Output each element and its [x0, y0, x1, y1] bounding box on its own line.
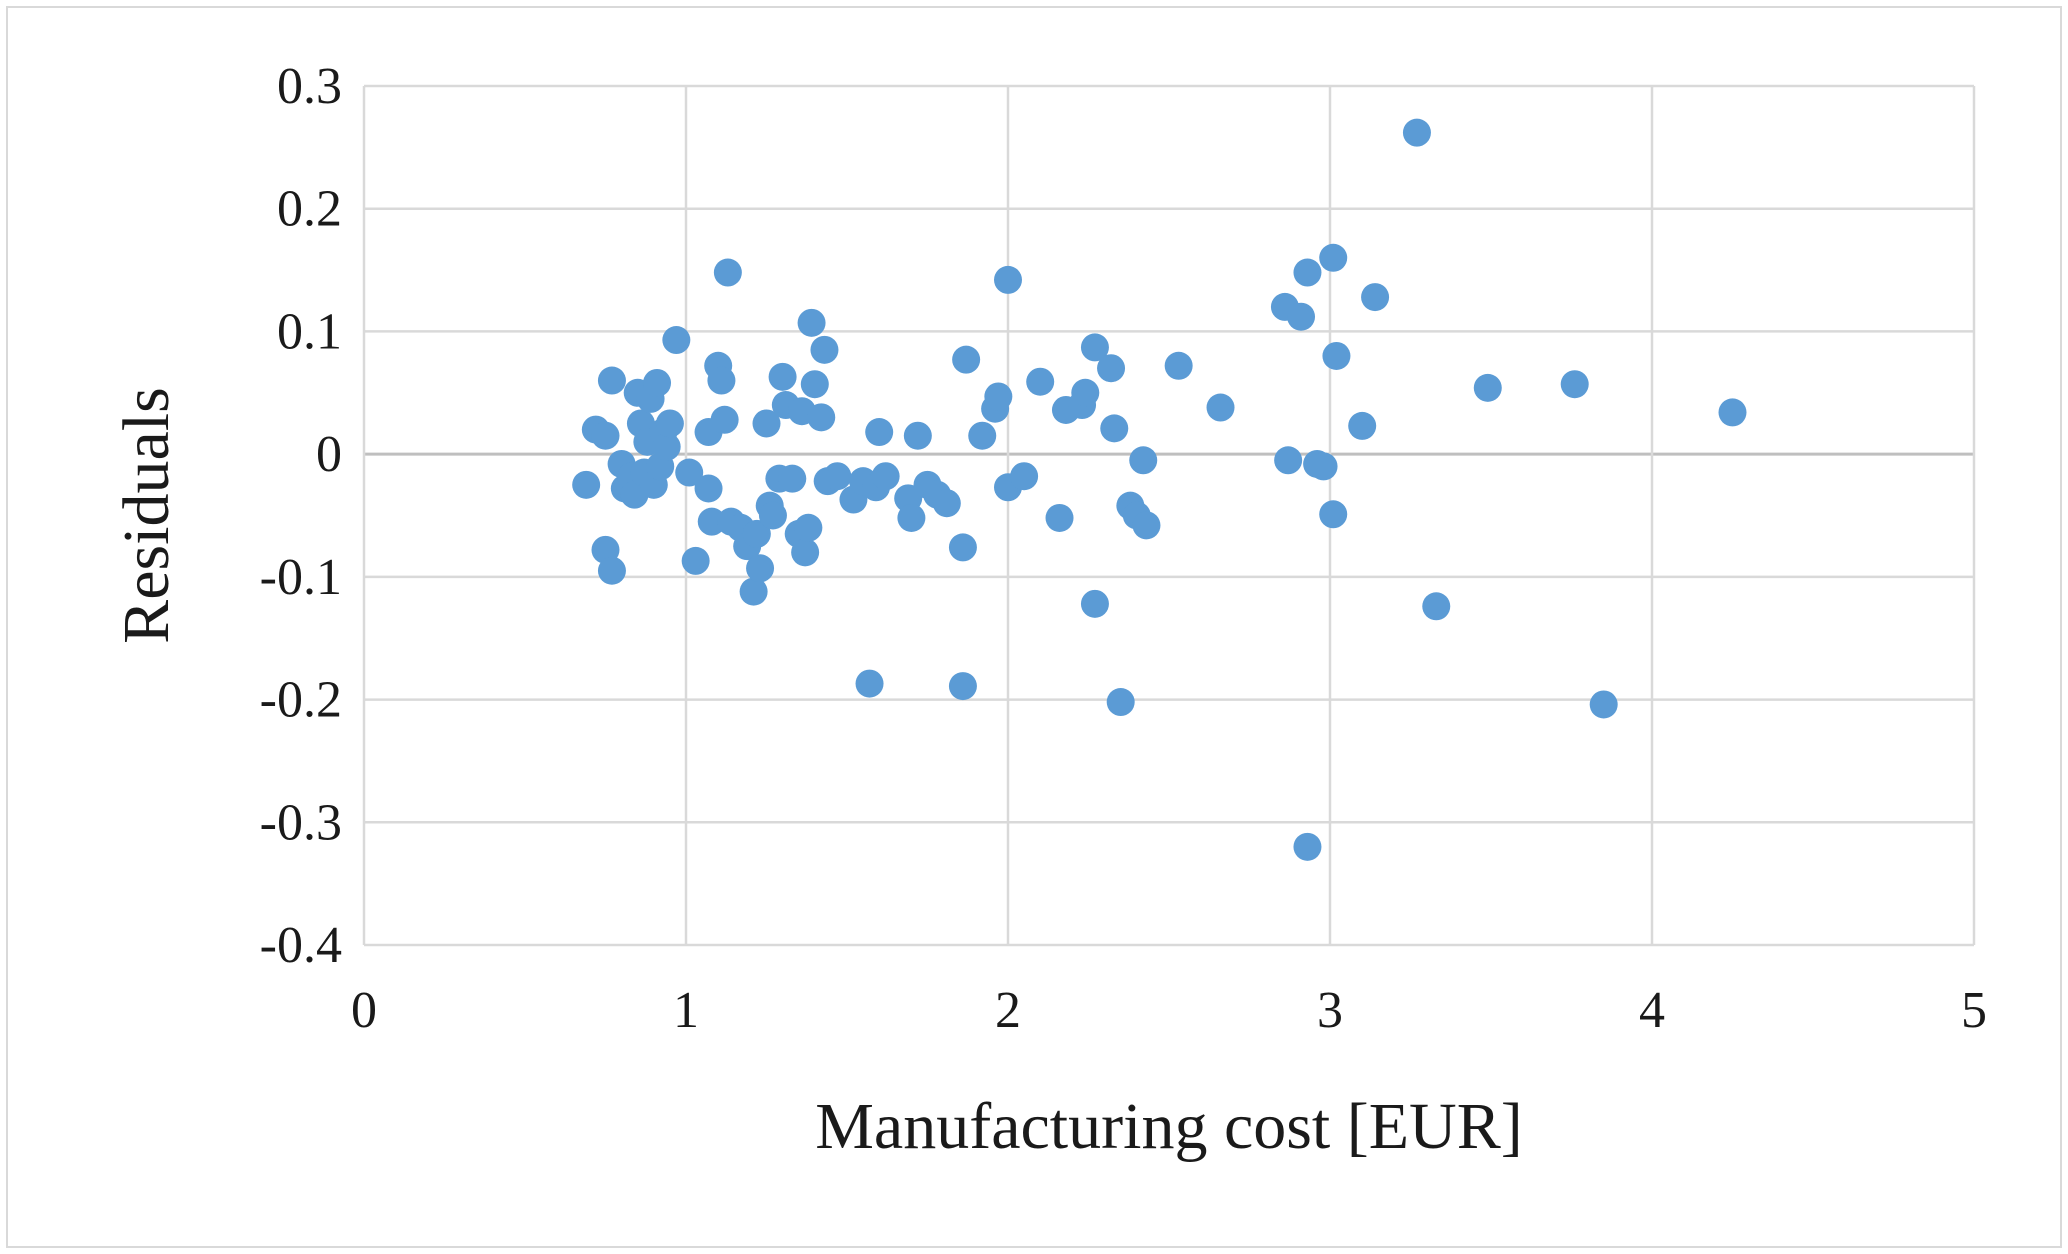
data-point	[652, 432, 681, 461]
data-point	[1309, 452, 1338, 481]
data-point	[1164, 351, 1193, 380]
data-point	[710, 405, 739, 434]
data-point	[681, 546, 710, 575]
scatter-chart: -0.4 -0.3 -0.2 -0.1 0 0.1 0.2 0.3 0 1 2 3 4 5 Manufa…	[110, 58, 1987, 1163]
data-point	[1080, 333, 1109, 362]
x-tick-label: 5	[1961, 982, 1987, 1039]
data-points	[572, 118, 1747, 861]
data-point	[1348, 411, 1377, 440]
data-point	[1287, 302, 1316, 331]
data-point	[897, 503, 926, 532]
data-point	[1080, 589, 1109, 618]
data-point	[932, 489, 961, 518]
data-point	[758, 501, 787, 530]
data-point	[1010, 462, 1039, 491]
grid	[362, 84, 1976, 947]
data-point	[855, 669, 884, 698]
data-point	[1132, 511, 1161, 540]
data-point	[871, 462, 900, 491]
data-point	[1473, 373, 1502, 402]
data-point	[1293, 258, 1322, 287]
x-tick-labels: 0 1 2 3 4 5	[351, 982, 1987, 1039]
y-tick-label: -0.1	[260, 549, 342, 606]
data-point	[1274, 446, 1303, 475]
x-tick-label: 1	[673, 982, 699, 1039]
data-point	[597, 366, 626, 395]
chart-frame: -0.4 -0.3 -0.2 -0.1 0 0.1 0.2 0.3 0 1 2 3 4 5 Manufa…	[6, 6, 2062, 1248]
data-point	[807, 403, 836, 432]
data-point	[903, 421, 932, 450]
data-point	[810, 335, 839, 364]
data-point	[1560, 370, 1589, 399]
data-point	[713, 258, 742, 287]
data-point	[1718, 398, 1747, 427]
data-point	[797, 308, 826, 337]
data-point	[694, 474, 723, 503]
y-tick-label: 0.2	[277, 181, 342, 238]
data-point	[1026, 367, 1055, 396]
data-point	[794, 513, 823, 542]
data-point	[778, 464, 807, 493]
data-point	[752, 409, 781, 438]
y-tick-label: 0.1	[277, 303, 342, 360]
data-point	[1097, 354, 1126, 383]
x-axis-title: Manufacturing cost [EUR]	[815, 1090, 1522, 1163]
data-point	[1071, 378, 1100, 407]
y-axis-title: Residuals	[110, 387, 183, 644]
data-point	[739, 577, 768, 606]
data-point	[746, 554, 775, 583]
data-point	[1402, 118, 1431, 147]
data-point	[968, 421, 997, 450]
y-tick-label: -0.4	[260, 917, 342, 974]
data-point	[1106, 688, 1135, 717]
data-point	[1322, 341, 1351, 370]
data-point	[591, 421, 620, 450]
data-point	[865, 418, 894, 447]
data-point	[984, 382, 1013, 411]
data-point	[697, 507, 726, 536]
y-tick-label: -0.3	[260, 794, 342, 851]
data-point	[948, 533, 977, 562]
y-tick-label: -0.2	[260, 672, 342, 729]
data-point	[994, 265, 1022, 294]
data-point	[1100, 414, 1129, 443]
data-point	[1319, 243, 1348, 272]
data-point	[800, 370, 829, 399]
data-point	[707, 366, 736, 395]
data-point	[1422, 592, 1451, 621]
data-point	[643, 368, 672, 397]
data-point	[572, 470, 601, 499]
y-tick-labels: -0.4 -0.3 -0.2 -0.1 0 0.1 0.2 0.3	[260, 58, 342, 974]
data-point	[791, 538, 820, 567]
data-point	[675, 458, 704, 487]
data-point	[948, 672, 977, 701]
data-point	[768, 362, 797, 391]
data-point	[742, 519, 771, 548]
x-tick-label: 2	[995, 982, 1021, 1039]
x-tick-label: 3	[1317, 982, 1343, 1039]
data-point	[597, 556, 626, 585]
data-point	[952, 345, 981, 374]
x-tick-label: 0	[351, 982, 377, 1039]
data-point	[1129, 446, 1158, 475]
data-point	[1589, 690, 1618, 719]
data-point	[655, 409, 684, 438]
y-tick-label: 0	[316, 426, 342, 483]
data-point	[1361, 283, 1390, 312]
data-point	[1206, 393, 1235, 422]
data-point	[1293, 832, 1322, 861]
y-tick-label: 0.3	[277, 58, 342, 115]
data-point	[1319, 500, 1348, 529]
data-point	[662, 326, 691, 355]
x-tick-label: 4	[1639, 982, 1665, 1039]
data-point	[823, 462, 852, 491]
data-point	[1045, 503, 1074, 532]
